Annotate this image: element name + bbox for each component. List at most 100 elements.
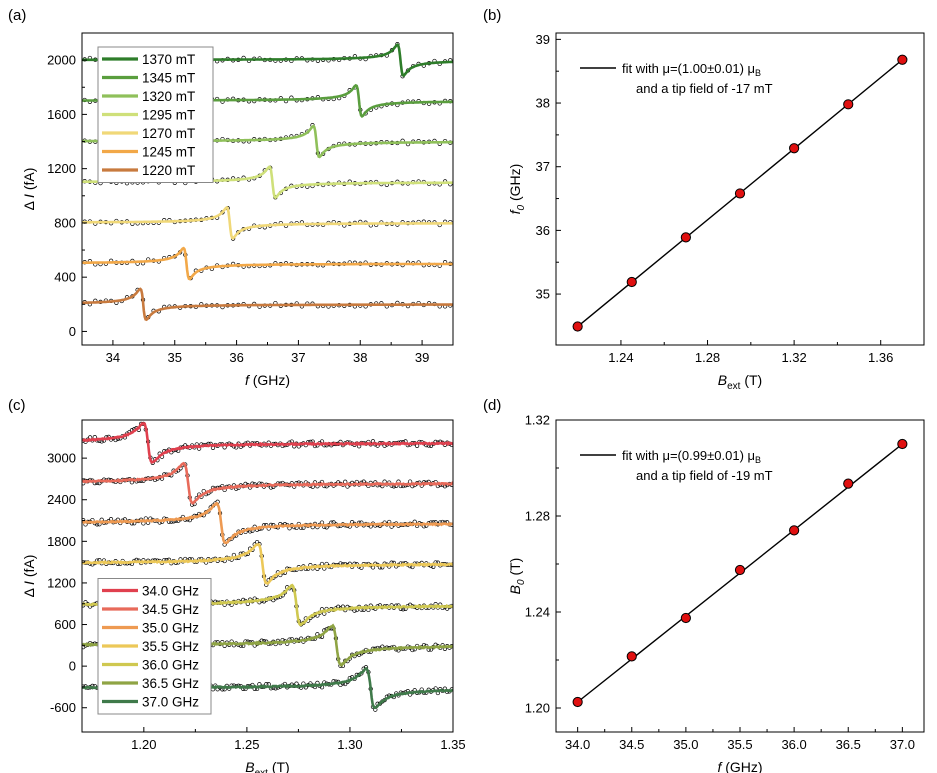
legend-label: 37.0 GHz: [142, 695, 199, 710]
y-axis-label-unit: (GHz): [507, 164, 523, 205]
panel-label: (c): [8, 397, 26, 414]
legend-label: 1345 mT: [142, 71, 195, 86]
series-line-1245-mT: [82, 246, 453, 281]
x-axis-label-var: B: [718, 372, 727, 388]
fit-legend-line1-text: fit with μ=(1.00±0.01) μ: [622, 61, 755, 76]
x-axis-label-sub: ext: [255, 768, 269, 773]
panel-a: 1370 mT 1345 mT 1320 mT 1295 mT 1270 mT 1245 …: [8, 7, 454, 388]
legend-label: 35.0 GHz: [142, 621, 199, 636]
y-tick-label: 39: [536, 32, 550, 47]
series-line-1270-mT: [82, 205, 453, 240]
x-axis-label-unit: (GHz): [249, 372, 290, 388]
x-axis-label: Bext (T): [718, 372, 762, 392]
x-axis-label-unit: (T): [268, 759, 290, 773]
y-tick-label: 1200: [47, 575, 76, 590]
fit-legend-line1-sub: B: [755, 68, 761, 78]
y-axis-label-var: I: [21, 581, 37, 585]
panel-label: (b): [483, 7, 501, 24]
series-line-34.5-GHz: [82, 461, 453, 505]
y-axis-label-pre: Δ: [21, 585, 37, 597]
x-tick-label: 38: [353, 350, 367, 365]
y-axis-label-var: B: [507, 585, 523, 594]
x-tick-label: 36.5: [836, 737, 861, 752]
plot-frame: [555, 419, 925, 733]
y-tick-label: 35: [536, 287, 550, 302]
fit-legend-line2: and a tip field of -19 mT: [636, 468, 773, 483]
y-axis-label-unit: (fA): [21, 168, 37, 194]
y-tick-label: 2400: [47, 492, 76, 507]
x-tick-label: 35.0: [673, 737, 698, 752]
x-tick-label: 36.0: [781, 737, 806, 752]
data-point: [843, 99, 854, 110]
x-axis-label: Bext (T): [245, 759, 289, 773]
x-tick-label: 35: [168, 350, 182, 365]
x-tick-label: 37.0: [890, 737, 915, 752]
x-axis-label: f (GHz): [245, 372, 290, 388]
x-tick-label: 1.35: [440, 737, 465, 752]
legend-label: 1220 mT: [142, 163, 195, 178]
x-tick-label: 1.36: [868, 350, 893, 365]
legend-label: 1295 mT: [142, 108, 195, 123]
y-axis-label-pre: Δ: [21, 198, 37, 210]
y-tick-label: 1600: [47, 107, 76, 122]
fit-legend-line1: fit with μ=(0.99±0.01) μB: [622, 448, 761, 465]
x-tick-label: 34: [106, 350, 120, 365]
series-line-1220-mT: [82, 287, 453, 322]
data-point: [572, 321, 583, 332]
legend-label: 35.5 GHz: [142, 639, 199, 654]
y-axis-label-unit: (fA): [21, 555, 37, 581]
legend-label: 36.0 GHz: [142, 658, 199, 673]
legend: 34.0 GHz 34.5 GHz 35.0 GHz 35.5 GHz 36.0 GHz…: [97, 578, 212, 715]
y-axis-label: Δ I (fA): [21, 555, 37, 598]
y-tick-label: -600: [50, 700, 76, 715]
data-point: [789, 525, 800, 536]
panel-c: 34.0 GHz 34.5 GHz 35.0 GHz 35.5 GHz 36.0 GHz…: [8, 397, 466, 773]
y-axis-label: B0 (T): [507, 558, 527, 595]
y-axis-label-sub: 0: [516, 579, 527, 585]
y-tick-label: 400: [54, 270, 76, 285]
legend-label: 1320 mT: [142, 89, 195, 104]
plot-frame: [555, 32, 925, 346]
fit-legend-line1-sub: B: [755, 455, 761, 465]
y-tick-label: 0: [69, 659, 76, 674]
data-point: [734, 564, 746, 576]
x-tick-label: 1.28: [695, 350, 720, 365]
y-tick-label: 1800: [47, 534, 76, 549]
legend-label: 34.0 GHz: [142, 584, 199, 599]
y-tick-label: 1.24: [525, 605, 550, 620]
x-tick-label: 1.32: [781, 350, 806, 365]
y-axis-label: Δ I (fA): [21, 168, 37, 211]
panel-label: (d): [483, 397, 501, 414]
fit-legend-line1: fit with μ=(1.00±0.01) μB: [622, 61, 761, 78]
legend-label: 1270 mT: [142, 126, 195, 141]
data-point: [843, 478, 854, 489]
series-line-35.5-GHz: [82, 543, 453, 586]
data-point: [680, 232, 691, 243]
y-tick-label: 1.20: [525, 701, 550, 716]
x-tick-label: 1.25: [234, 737, 259, 752]
x-axis-label-unit: (T): [740, 372, 762, 388]
x-axis-label-var: f: [245, 372, 251, 388]
x-axis-label-unit: (GHz): [721, 759, 762, 773]
y-axis-label-var: f: [507, 208, 523, 214]
fit-legend-line2: and a tip field of -17 mT: [636, 81, 773, 96]
legend-label: 34.5 GHz: [142, 602, 199, 617]
y-tick-label: 1.32: [525, 413, 550, 428]
x-tick-label: 1.24: [608, 350, 633, 365]
data-point: [897, 438, 908, 450]
data-point: [626, 651, 637, 662]
data-point: [626, 276, 637, 288]
data-point: [734, 188, 746, 199]
y-axis-label-unit: (T): [507, 558, 523, 580]
x-tick-label: 35.5: [727, 737, 752, 752]
fit-legend-line1-text: fit with μ=(0.99±0.01) μ: [622, 448, 755, 463]
y-tick-label: 600: [54, 617, 76, 632]
y-tick-label: 36: [536, 223, 550, 238]
data-point: [789, 143, 800, 154]
legend-label: 1370 mT: [142, 52, 195, 67]
x-axis-label: f (GHz): [717, 759, 762, 773]
x-tick-label: 37: [291, 350, 305, 365]
